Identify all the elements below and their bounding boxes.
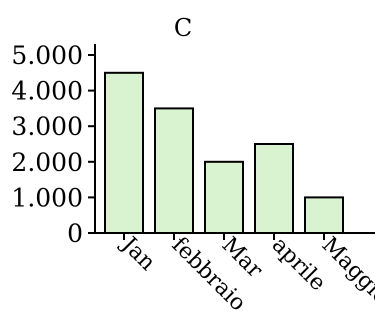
bar-maggio bbox=[304, 196, 344, 234]
y-tick-label: 2.000 bbox=[11, 148, 83, 177]
bars bbox=[104, 71, 344, 234]
y-tick-label: 5.000 bbox=[11, 41, 83, 70]
chart-title: C bbox=[174, 14, 192, 42]
y-tick-label: 1.000 bbox=[11, 183, 83, 212]
y-tick-label: 3.000 bbox=[11, 112, 83, 141]
y-tick-label: 0 bbox=[67, 219, 83, 248]
x-tick-label: Jan bbox=[115, 231, 160, 276]
bar-mar bbox=[204, 160, 244, 234]
y-axis: 0 1.000 2.000 3.000 4.000 5.000 bbox=[11, 41, 96, 248]
bar-febbraio bbox=[154, 107, 194, 234]
x-tick-label: Maggio bbox=[317, 233, 375, 310]
x-tick-label: aprile bbox=[267, 233, 331, 297]
bar-aprile bbox=[254, 143, 294, 234]
bar-jan bbox=[104, 71, 144, 234]
y-tick-label: 4.000 bbox=[11, 77, 83, 106]
